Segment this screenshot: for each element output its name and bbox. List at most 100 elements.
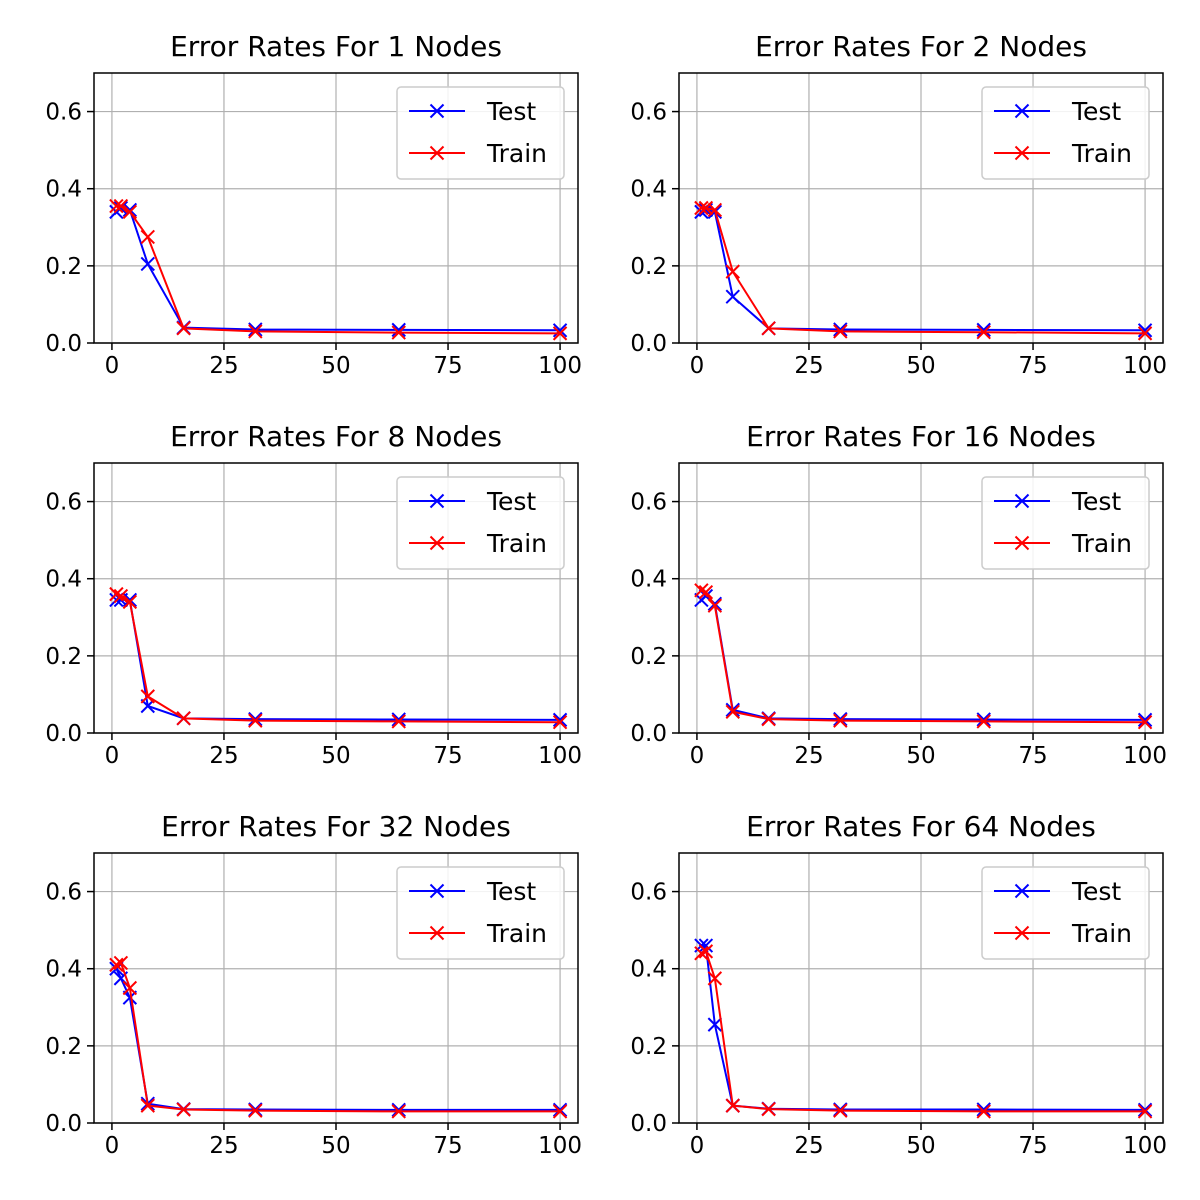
legend-label-train: Train	[486, 529, 547, 558]
legend: Test Train	[981, 866, 1150, 960]
legend-marker-test	[429, 493, 445, 509]
y-tick-label: 0.0	[45, 331, 82, 357]
y-tick-label: 0.0	[630, 1111, 667, 1137]
data-point-train	[122, 594, 138, 610]
data-point-train	[248, 713, 263, 728]
legend-marker-test	[429, 103, 445, 119]
data-point-train	[552, 1104, 568, 1119]
data-point-train	[113, 588, 129, 604]
legend-marker-train	[429, 925, 445, 941]
subplot-3: Error Rates For 8 Nodes 0 25 50 75 100 0.0 0.2 0…	[45, 420, 582, 769]
data-point-test	[391, 322, 406, 338]
x-tick-label: 0	[105, 743, 120, 769]
subplot-2: Error Rates For 2 Nodes 0 25 50 75 100 0.0 0.2 0…	[630, 30, 1167, 379]
x-tick-label: 25	[209, 353, 238, 379]
subplot-title: Error Rates For 64 Nodes	[746, 810, 1096, 843]
data-point-train	[176, 711, 191, 726]
x-tick-label: 75	[433, 353, 462, 379]
data-point-train	[698, 944, 714, 959]
data-point-test	[552, 712, 568, 728]
data-point-train	[976, 324, 991, 340]
data-point-test	[113, 200, 129, 216]
y-tick-label: 0.6	[630, 880, 667, 906]
data-point-train	[694, 583, 709, 598]
x-tick-label: 0	[105, 353, 120, 379]
series-line-train	[116, 961, 561, 1113]
data-point-test	[833, 322, 848, 337]
x-tick-label: 50	[906, 1133, 935, 1159]
data-point-train	[707, 202, 723, 218]
y-tick-label: 0.6	[45, 490, 82, 516]
subplot-5: Error Rates For 32 Nodes 0 25 50 75 100 0.0 0.2…	[45, 810, 582, 1159]
y-tick-label: 0.4	[630, 177, 667, 203]
subplot-4: Error Rates For 16 Nodes 0 25 50 75 100 0.0 0.2…	[630, 420, 1167, 769]
legend: Test Train	[981, 86, 1150, 180]
data-point-train	[248, 1103, 263, 1118]
x-tick-label: 0	[105, 1133, 120, 1159]
x-tick-label: 100	[538, 353, 582, 379]
subplot-6: Error Rates For 64 Nodes 0 25 50 75 100 0.0 0.2…	[630, 810, 1167, 1159]
data-point-train	[694, 946, 709, 961]
x-tick-label: 50	[321, 743, 350, 769]
y-tick-label: 0.2	[630, 1034, 667, 1060]
data-point-train	[761, 711, 776, 727]
data-point-train	[707, 971, 723, 986]
x-tick-label: 50	[321, 353, 350, 379]
legend: Test Train	[396, 866, 565, 960]
x-tick-label: 75	[1018, 353, 1047, 379]
legend-label-test: Test	[1071, 97, 1121, 126]
y-tick-label: 0.6	[630, 490, 667, 516]
legend-label-test: Test	[486, 97, 536, 126]
plot-frame	[93, 462, 579, 734]
data-point-train	[109, 957, 124, 973]
y-tick-label: 0.6	[45, 100, 82, 126]
x-tick-label: 25	[209, 1133, 238, 1159]
subplot-1: Error Rates For 1 Nodes 0 25 50 75 100 0.0 0.2 0…	[45, 30, 582, 379]
legend-label-train: Train	[486, 919, 547, 948]
y-tick-label: 0.4	[630, 567, 667, 593]
legend: Test Train	[981, 476, 1150, 570]
data-point-train	[391, 1104, 406, 1119]
data-point-train	[122, 204, 138, 220]
y-tick-label: 0.6	[45, 880, 82, 906]
data-point-test	[833, 711, 848, 727]
x-tick-label: 100	[1123, 353, 1167, 379]
data-point-test	[976, 1102, 991, 1117]
legend-label-test: Test	[1071, 877, 1121, 906]
y-tick-label: 0.4	[630, 957, 667, 983]
data-point-test	[698, 938, 714, 953]
x-tick-label: 100	[1123, 1133, 1167, 1159]
x-tick-label: 0	[690, 1133, 705, 1159]
y-tick-label: 0.2	[45, 254, 82, 280]
data-point-test	[122, 592, 138, 608]
plot-frame	[93, 852, 579, 1124]
legend-label-train: Train	[1071, 919, 1132, 948]
y-tick-label: 0.4	[45, 957, 82, 983]
data-point-train	[698, 200, 714, 216]
x-tick-label: 50	[321, 1133, 350, 1159]
data-point-train	[109, 198, 124, 214]
data-point-test	[976, 712, 991, 727]
legend-marker-train	[429, 535, 445, 551]
data-point-train	[248, 324, 263, 339]
y-tick-label: 0.6	[630, 100, 667, 126]
data-point-train	[725, 704, 740, 719]
x-tick-label: 0	[690, 743, 705, 769]
series-line-test	[115, 968, 561, 1111]
x-tick-label: 50	[906, 743, 935, 769]
subplot-title: Error Rates For 8 Nodes	[170, 420, 502, 453]
subplot-title: Error Rates For 16 Nodes	[746, 420, 1096, 453]
y-tick-label: 0.0	[630, 721, 667, 747]
x-tick-label: 75	[1018, 1133, 1047, 1159]
x-tick-label: 25	[794, 743, 823, 769]
data-point-test	[248, 322, 263, 337]
x-tick-label: 0	[690, 353, 705, 379]
data-point-train	[122, 980, 138, 996]
plot-frame	[678, 72, 1164, 344]
legend-marker-train	[1014, 925, 1030, 941]
y-tick-label: 0.2	[630, 254, 667, 280]
data-point-train	[833, 713, 848, 728]
legend-label-train: Train	[486, 139, 547, 168]
subplot-title: Error Rates For 1 Nodes	[170, 30, 502, 63]
